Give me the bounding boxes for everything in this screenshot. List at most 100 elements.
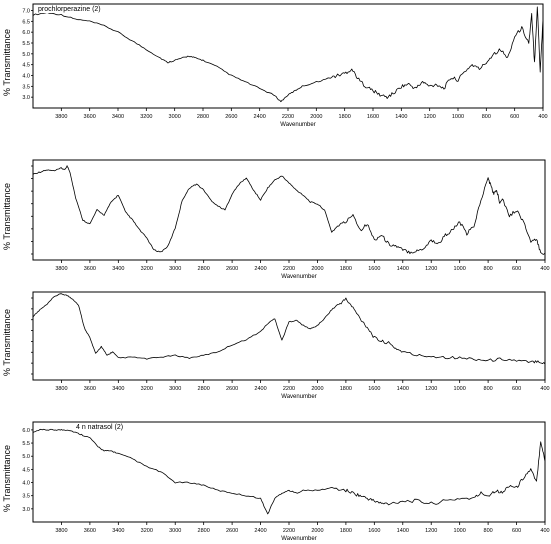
chart-title: 4 n natrasol (2) bbox=[76, 424, 124, 431]
x-tick-label: 2800 bbox=[198, 528, 210, 534]
x-tick-label: 3800 bbox=[55, 386, 67, 392]
y-tick-label: 5.0 bbox=[22, 52, 30, 58]
plot-frame bbox=[32, 421, 546, 523]
x-tick-label: 800 bbox=[484, 528, 493, 534]
x-axis-label: Wavenumber bbox=[280, 122, 315, 128]
y-tick-label: 5.5 bbox=[22, 41, 30, 47]
y-tick-label: 4.5 bbox=[22, 63, 30, 69]
x-tick-label: 3000 bbox=[169, 266, 181, 272]
y-tick-label: 4.0 bbox=[22, 74, 30, 80]
x-tick-label: 1400 bbox=[395, 114, 407, 120]
spectrum-panel: % Transmittance 3800 3600 3400 3200 3000 2800 2… bbox=[0, 290, 551, 402]
x-tick-label: 800 bbox=[482, 114, 491, 120]
x-tick-label: 3600 bbox=[84, 386, 96, 392]
x-tick-label: 2000 bbox=[310, 114, 322, 120]
plot-frame bbox=[32, 159, 546, 261]
y-tick-label: 5.5 bbox=[22, 441, 30, 447]
spectrum-panel: % Transmittance 3800 3600 3400 3200 3000 2800 2… bbox=[0, 418, 551, 544]
x-tick-label: 2400 bbox=[254, 266, 266, 272]
x-tick-label: 2000 bbox=[311, 386, 323, 392]
x-tick-label: 3600 bbox=[84, 114, 96, 120]
x-tick-label: 2400 bbox=[254, 528, 266, 534]
x-tick-label: 1600 bbox=[368, 386, 380, 392]
x-tick-label: 2200 bbox=[283, 386, 295, 392]
x-tick-label: 3200 bbox=[141, 266, 153, 272]
x-tick-label: 1200 bbox=[425, 386, 437, 392]
spectrum-panel: % Transmittance 3800 3600 3400 3200 3000 2800 2… bbox=[0, 0, 551, 130]
x-tick-label: 3800 bbox=[55, 528, 67, 534]
x-axis-label: Wavenumber bbox=[281, 274, 316, 280]
spectrum-panel: % Transmittance 3800 3600 3400 3200 3000 2800 2… bbox=[0, 156, 551, 282]
x-tick-label: 3600 bbox=[84, 528, 96, 534]
chart-title: prochlorperazine (2) bbox=[38, 6, 101, 13]
x-tick-label: 2600 bbox=[226, 528, 238, 534]
x-tick-label: 2600 bbox=[226, 266, 238, 272]
x-tick-label: 2400 bbox=[254, 386, 266, 392]
x-tick-label: 1600 bbox=[367, 114, 379, 120]
x-tick-label: 1800 bbox=[340, 386, 352, 392]
plot-frame bbox=[32, 3, 544, 109]
x-tick-label: 2400 bbox=[254, 114, 266, 120]
x-tick-label: 2000 bbox=[311, 528, 323, 534]
x-tick-label: 2800 bbox=[197, 114, 209, 120]
x-tick-label: 1800 bbox=[340, 266, 352, 272]
x-tick-label: 3600 bbox=[84, 266, 96, 272]
x-tick-label: 2200 bbox=[283, 528, 295, 534]
x-tick-label: 1000 bbox=[454, 528, 466, 534]
y-tick-label: 6.0 bbox=[22, 428, 30, 434]
spectrum-plot: 3800 3600 3400 3200 3000 2800 2600 2400 2200 2000… bbox=[31, 291, 550, 400]
x-tick-label: 3400 bbox=[112, 528, 124, 534]
x-tick-label: 1200 bbox=[424, 114, 436, 120]
x-tick-label: 1800 bbox=[339, 114, 351, 120]
x-tick-label: 800 bbox=[484, 266, 493, 272]
x-tick-label: 1600 bbox=[368, 266, 380, 272]
x-tick-label: 1400 bbox=[397, 528, 409, 534]
x-tick-label: 3400 bbox=[112, 266, 124, 272]
spectrum-plot: 3800 3600 3400 3200 3000 2800 2600 2400 2200 2000… bbox=[22, 3, 548, 128]
x-tick-label: 600 bbox=[512, 528, 521, 534]
x-tick-label: 3200 bbox=[141, 528, 153, 534]
x-tick-label: 2800 bbox=[198, 386, 210, 392]
x-axis-label: Wavenumber bbox=[281, 394, 316, 400]
x-tick-label: 1000 bbox=[452, 114, 464, 120]
y-tick-label: 7.0 bbox=[22, 9, 30, 15]
x-tick-label: 2200 bbox=[282, 114, 294, 120]
spectrum-line bbox=[32, 293, 546, 365]
x-tick-label: 3200 bbox=[140, 114, 152, 120]
x-tick-label: 3400 bbox=[112, 386, 124, 392]
x-tick-label: 400 bbox=[540, 386, 549, 392]
x-tick-label: 2600 bbox=[226, 386, 238, 392]
x-tick-label: 2600 bbox=[225, 114, 237, 120]
x-tick-label: 1800 bbox=[340, 528, 352, 534]
y-tick-label: 3.5 bbox=[22, 494, 30, 500]
x-tick-label: 3200 bbox=[141, 386, 153, 392]
x-tick-label: 2800 bbox=[198, 266, 210, 272]
x-tick-label: 3000 bbox=[169, 114, 181, 120]
x-tick-label: 600 bbox=[512, 266, 521, 272]
spectrum-line bbox=[32, 428, 546, 515]
x-tick-label: 2000 bbox=[311, 266, 323, 272]
x-tick-label: 3000 bbox=[169, 528, 181, 534]
x-tick-label: 1400 bbox=[397, 266, 409, 272]
y-tick-label: 5.0 bbox=[22, 454, 30, 460]
x-tick-label: 400 bbox=[538, 114, 547, 120]
x-tick-label: 400 bbox=[540, 528, 549, 534]
plot-frame bbox=[32, 291, 546, 381]
x-tick-label: 3400 bbox=[112, 114, 124, 120]
x-tick-label: 3000 bbox=[169, 386, 181, 392]
y-tick-label: 3.0 bbox=[22, 95, 30, 101]
x-tick-label: 1400 bbox=[397, 386, 409, 392]
y-tick-label: 6.5 bbox=[22, 19, 30, 25]
y-tick-label: 4.5 bbox=[22, 467, 30, 473]
x-tick-label: 400 bbox=[540, 266, 549, 272]
x-tick-label: 2200 bbox=[283, 266, 295, 272]
y-tick-label: 3.0 bbox=[22, 507, 30, 513]
y-tick-label: 4.0 bbox=[22, 481, 30, 487]
spectrum-plot: 3800 3600 3400 3200 3000 2800 2600 2400 2200 2000… bbox=[31, 159, 550, 280]
spectrum-plot: 3800 3600 3400 3200 3000 2800 2600 2400 2200 2000… bbox=[22, 421, 550, 542]
x-tick-label: 3800 bbox=[55, 266, 67, 272]
x-tick-label: 800 bbox=[484, 386, 493, 392]
x-tick-label: 1200 bbox=[425, 266, 437, 272]
x-tick-label: 600 bbox=[512, 386, 521, 392]
spectrum-line bbox=[32, 6, 544, 103]
